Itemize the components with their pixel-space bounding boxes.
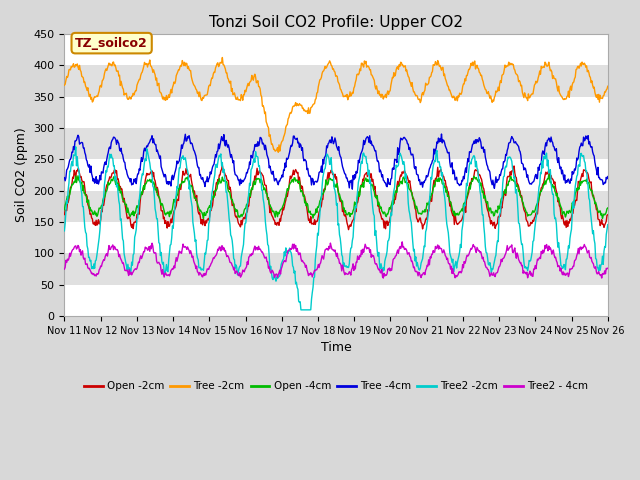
Y-axis label: Soil CO2 (ppm): Soil CO2 (ppm) (15, 128, 28, 222)
Title: Tonzi Soil CO2 Profile: Upper CO2: Tonzi Soil CO2 Profile: Upper CO2 (209, 15, 463, 30)
Bar (65, 128, 608, 159)
Bar (65, 222, 608, 253)
Bar (65, 65, 608, 96)
X-axis label: Time: Time (321, 341, 351, 354)
Bar (65, 253, 608, 285)
Bar (65, 191, 608, 222)
Bar (65, 285, 608, 316)
Bar (65, 159, 608, 191)
Legend: Open -2cm, Tree -2cm, Open -4cm, Tree -4cm, Tree2 -2cm, Tree2 - 4cm: Open -2cm, Tree -2cm, Open -4cm, Tree -4… (79, 377, 593, 396)
Bar (65, 34, 608, 65)
Bar (65, 96, 608, 128)
Text: TZ_soilco2: TZ_soilco2 (76, 36, 148, 49)
